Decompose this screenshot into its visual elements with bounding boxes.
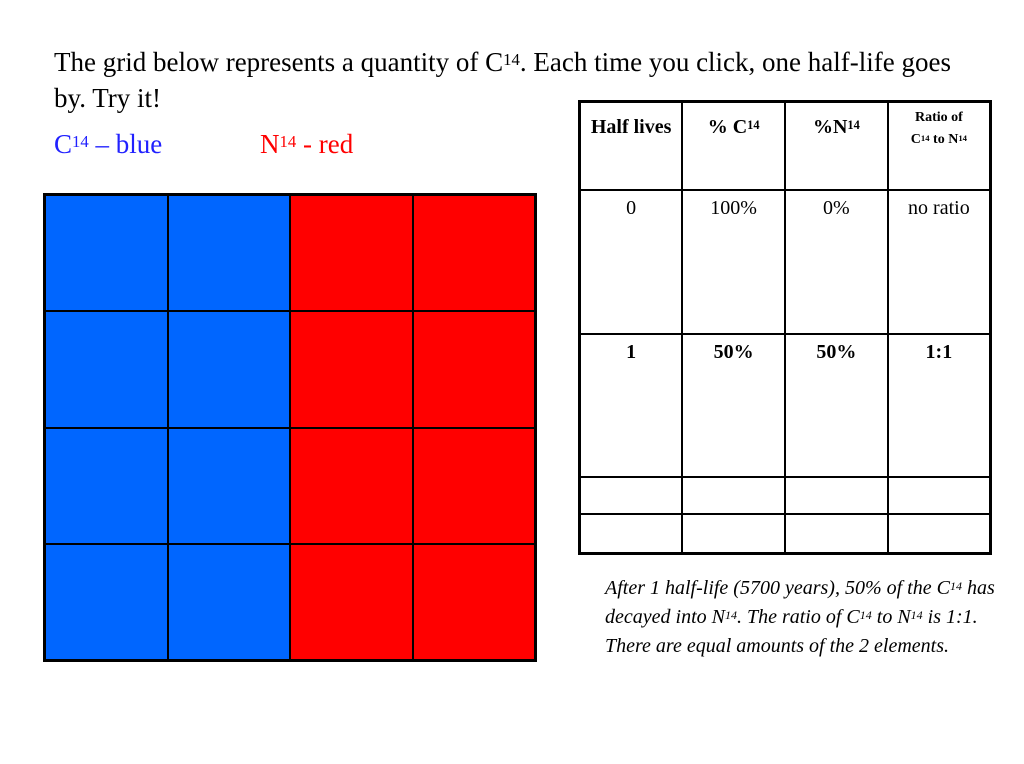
note-sup: 14 xyxy=(949,579,962,593)
explanation-note: After 1 half-life (5700 years), 50% of t… xyxy=(605,574,1005,661)
legend-carbon: C14 – blue xyxy=(54,129,162,159)
cell-percent-carbon: 100% xyxy=(681,189,786,335)
legend-nitrogen: N14 - red xyxy=(260,126,353,162)
cell-ratio: 1:1 xyxy=(886,332,992,479)
cell-half-lives: 1 xyxy=(578,332,684,479)
nitrogen-cell[interactable] xyxy=(413,544,534,659)
intro-superscript: 14 xyxy=(503,50,520,69)
cell-percent-nitrogen xyxy=(784,513,889,555)
legend: C14 – blue N14 - red xyxy=(54,126,353,162)
cell-percent-nitrogen: 0% xyxy=(784,189,889,335)
legend-nitrogen-symbol: N xyxy=(260,129,280,159)
cell-half-lives: 0 xyxy=(578,189,684,335)
nitrogen-cell[interactable] xyxy=(291,312,412,427)
nitrogen-cell[interactable] xyxy=(291,544,412,659)
header-ratio-n-sup: 14 xyxy=(958,133,967,143)
carbon-cell[interactable] xyxy=(168,428,289,543)
carbon-cell[interactable] xyxy=(46,196,167,311)
header-ratio-line1: Ratio of xyxy=(914,110,963,125)
note-sup: 14 xyxy=(859,608,872,622)
cell-ratio: no ratio xyxy=(886,189,992,335)
half-life-table: Half lives % C14 %N14 Ratio of C14 to N14… xyxy=(578,100,992,555)
atom-grid[interactable] xyxy=(43,193,537,662)
legend-nitrogen-sup: 14 xyxy=(279,132,297,151)
note-part: is 1:1. There are equal amounts of the 2… xyxy=(605,606,978,657)
note-part: has decayed into N xyxy=(605,577,995,628)
nitrogen-cell[interactable] xyxy=(291,196,412,311)
table-row: 0 100% 0% no ratio xyxy=(578,189,992,335)
cell-ratio xyxy=(886,513,992,555)
nitrogen-cell[interactable] xyxy=(413,428,534,543)
note-sup: 14 xyxy=(910,608,923,622)
cell-percent-carbon xyxy=(681,513,786,555)
intro-part2: . Each time you click, one half-life goe… xyxy=(54,47,951,113)
legend-carbon-symbol: C xyxy=(54,129,73,159)
note-part: After 1 half-life (5700 years), 50% of t… xyxy=(605,577,950,599)
note-part: . The ratio of C xyxy=(736,606,860,628)
carbon-cell[interactable] xyxy=(168,312,289,427)
header-ratio-c-sup: 14 xyxy=(920,133,930,143)
header-ratio-c: C xyxy=(910,132,921,147)
header-percent-carbon-sup: 14 xyxy=(747,118,760,132)
legend-nitrogen-label: - red xyxy=(296,129,354,159)
nitrogen-cell[interactable] xyxy=(413,312,534,427)
table-row: 1 50% 50% 1:1 xyxy=(578,332,992,479)
cell-percent-nitrogen xyxy=(784,476,889,516)
carbon-cell[interactable] xyxy=(46,312,167,427)
carbon-cell[interactable] xyxy=(46,428,167,543)
header-percent-carbon: % C14 xyxy=(681,100,786,191)
header-ratio: Ratio of C14 to N14 xyxy=(886,100,992,191)
table-row xyxy=(578,513,992,555)
carbon-cell[interactable] xyxy=(168,196,289,311)
header-percent-carbon-label: % C xyxy=(707,116,748,138)
intro-part1: The grid below represents a quantity of … xyxy=(54,47,504,77)
header-percent-nitrogen-sup: 14 xyxy=(847,118,860,132)
header-percent-nitrogen: %N14 xyxy=(784,100,889,191)
table-row xyxy=(578,476,992,516)
note-part: to N xyxy=(871,606,911,628)
intro-text: The grid below represents a quantity of … xyxy=(54,44,954,116)
cell-percent-carbon xyxy=(681,476,786,516)
legend-carbon-label: – blue xyxy=(88,129,163,159)
cell-percent-carbon: 50% xyxy=(681,332,786,479)
header-half-lives: Half lives xyxy=(578,100,684,191)
note-sup: 14 xyxy=(724,608,737,622)
nitrogen-cell[interactable] xyxy=(291,428,412,543)
cell-half-lives xyxy=(578,476,684,516)
cell-half-lives xyxy=(578,513,684,555)
legend-carbon-sup: 14 xyxy=(72,132,89,151)
cell-percent-nitrogen: 50% xyxy=(784,332,889,479)
cell-ratio xyxy=(886,476,992,516)
nitrogen-cell[interactable] xyxy=(413,196,534,311)
header-ratio-to: to N xyxy=(929,132,959,147)
carbon-cell[interactable] xyxy=(46,544,167,659)
carbon-cell[interactable] xyxy=(168,544,289,659)
header-percent-nitrogen-label: %N xyxy=(812,116,848,138)
